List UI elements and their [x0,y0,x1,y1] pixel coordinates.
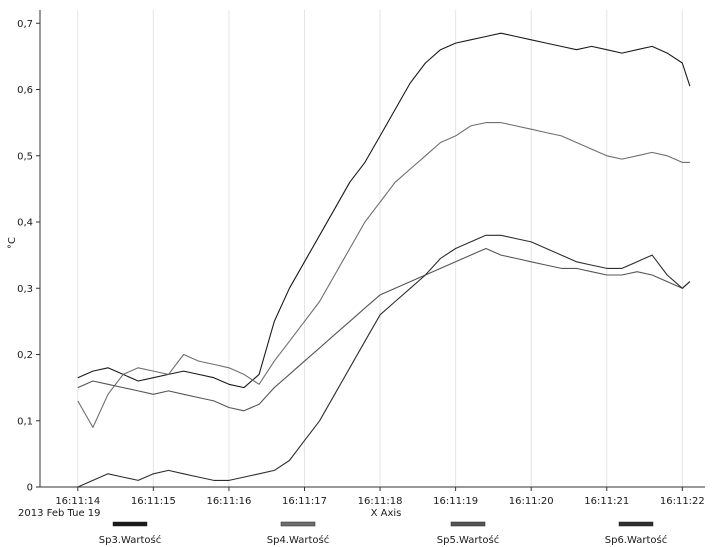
y-tick-label: 0,4 [17,218,33,229]
y-axis-label: °C [7,237,18,249]
x-tick-label: 16:11:22 [660,496,705,507]
y-tick-label: 0,1 [17,416,33,427]
x-tick-label: 16:11:21 [584,496,629,507]
series-line [77,32,691,389]
y-tick-label: 0 [27,483,33,494]
x-tick-label: 16:11:16 [206,496,251,507]
legend-swatch [112,521,148,527]
y-ticks: 0 0,1 0,2 0,3 0,4 0,5 0,6 0,7 [17,19,40,494]
legend-swatch [618,521,654,527]
series-line [77,234,691,488]
legend-label: Sp3.Wartość [99,534,161,546]
series-lines [77,32,691,488]
legend-label: Sp4.Wartość [267,534,329,546]
y-tick-label: 0,6 [17,85,33,96]
y-tick-label: 0,2 [17,350,33,361]
legend-swatch [280,521,316,527]
legend-label: Sp5.Wartość [437,534,499,546]
x-tick-label: 16:11:15 [131,496,176,507]
x-ticks: 16:11:14 16:11:15 16:11:16 16:11:17 16:11:18… [55,487,705,507]
x-tick-label: 16:11:18 [358,496,403,507]
x-tick-label: 16:11:19 [433,496,478,507]
x-axis-label: X Axis [371,508,402,519]
legend-swatch [450,521,486,527]
gridlines [77,10,683,487]
series-line [77,247,691,412]
series-line [77,122,690,428]
y-tick-label: 0,7 [17,19,33,30]
y-tick-label: 0,5 [17,151,33,162]
x-tick-label: 16:11:17 [282,496,327,507]
date-label: 2013 Feb Tue 19 [18,508,101,519]
legend-label: Sp6.Wartość [605,534,667,546]
x-tick-label: 16:11:14 [55,496,100,507]
y-tick-label: 0,3 [17,284,33,295]
x-tick-label: 16:11:20 [509,496,554,507]
legend: Sp3.Wartość Sp4.Wartość Sp5.Wartość Sp6.War… [99,521,667,546]
